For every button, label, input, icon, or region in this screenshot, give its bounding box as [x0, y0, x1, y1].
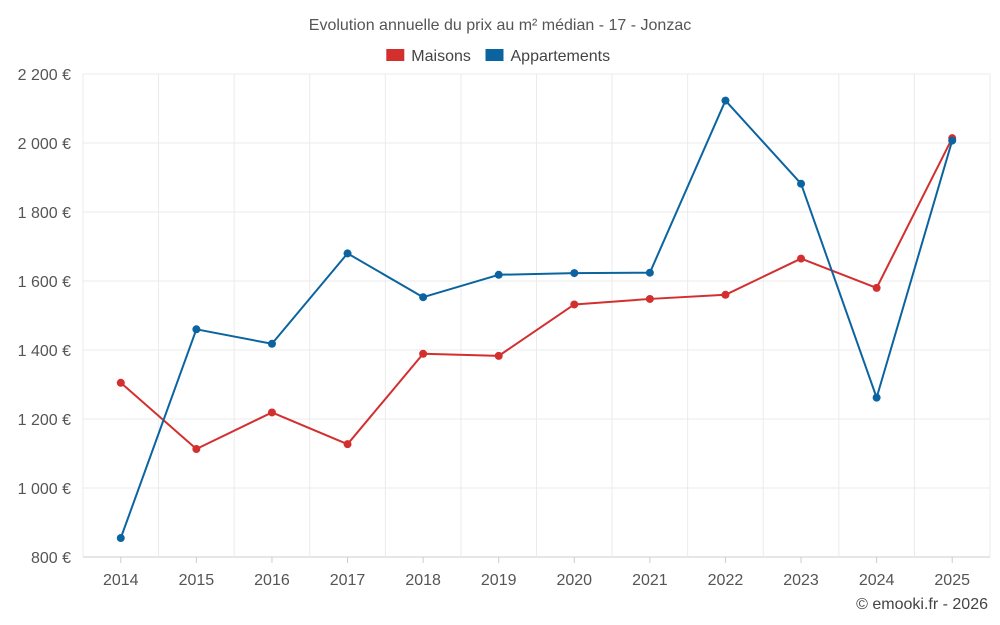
- data-point-maisons: [419, 349, 428, 358]
- x-tick-label: 2016: [254, 572, 290, 589]
- data-point-maisons: [343, 440, 352, 449]
- x-tick-label: 2018: [405, 572, 441, 589]
- data-point-appartements: [494, 270, 503, 279]
- x-tick-label: 2021: [632, 572, 668, 589]
- data-point-maisons: [192, 445, 201, 454]
- data-point-maisons: [721, 290, 730, 299]
- data-point-maisons: [645, 294, 654, 303]
- y-tick-label: 2 000 €: [18, 136, 71, 153]
- data-point-appartements: [721, 96, 730, 105]
- data-point-appartements: [343, 249, 352, 258]
- series-maisons: [116, 134, 957, 454]
- data-point-maisons: [267, 408, 276, 417]
- chart-grid: [82, 73, 991, 563]
- y-axis: 800 € 1 000 € 1 200 € 1 400 € 1 600 € 1 800 €…: [18, 67, 71, 567]
- chart-title: Evolution annuelle du prix au m² médian …: [309, 17, 691, 34]
- x-tick-label: 2022: [708, 572, 744, 589]
- series-line-maisons: [120, 137, 954, 451]
- data-point-maisons: [494, 351, 503, 360]
- y-tick-label: 800 €: [31, 550, 71, 567]
- x-axis: 2014 2015 2016 2017 2018 2019 2020 2021 2022 2023…: [103, 572, 970, 589]
- y-tick-label: 1 200 €: [18, 412, 71, 429]
- chart-legend: Maisons Appartements: [386, 48, 610, 65]
- data-point-appartements: [116, 534, 125, 543]
- data-point-maisons: [797, 254, 806, 263]
- series-appartements: [116, 96, 957, 543]
- series-line-appartements: [119, 99, 954, 539]
- x-tick-label: 2024: [859, 572, 895, 589]
- y-tick-label: 1 400 €: [18, 343, 71, 360]
- y-tick-label: 1 000 €: [18, 481, 71, 498]
- data-point-appartements: [419, 293, 428, 302]
- x-tick-label: 2014: [103, 572, 139, 589]
- data-point-maisons: [570, 300, 579, 309]
- x-tick-label: 2017: [330, 572, 366, 589]
- legend-swatch: [386, 49, 405, 61]
- data-point-appartements: [192, 325, 201, 334]
- data-point-maisons: [872, 283, 881, 292]
- data-point-appartements: [645, 268, 654, 277]
- legend-label: Maisons: [411, 48, 471, 65]
- credit-text: © emooki.fr - 2026: [856, 596, 988, 613]
- chart-series: [116, 96, 957, 543]
- y-tick-label: 1 600 €: [18, 274, 71, 291]
- data-point-appartements: [948, 136, 957, 145]
- data-point-maisons: [116, 378, 125, 387]
- legend-item-appartements: Appartements: [485, 48, 611, 65]
- y-tick-label: 1 800 €: [18, 205, 71, 222]
- data-point-appartements: [797, 179, 806, 188]
- x-tick-label: 2015: [179, 572, 215, 589]
- legend-label: Appartements: [511, 48, 611, 65]
- legend-item-maisons: Maisons: [386, 48, 471, 65]
- x-tick-label: 2023: [783, 572, 819, 589]
- x-tick-label: 2025: [934, 572, 970, 589]
- x-tick-label: 2020: [556, 572, 592, 589]
- data-point-appartements: [267, 339, 276, 348]
- data-point-appartements: [872, 393, 881, 402]
- data-point-appartements: [570, 269, 579, 278]
- x-tick-label: 2019: [481, 572, 517, 589]
- legend-swatch: [485, 49, 504, 61]
- y-tick-label: 2 200 €: [18, 67, 71, 84]
